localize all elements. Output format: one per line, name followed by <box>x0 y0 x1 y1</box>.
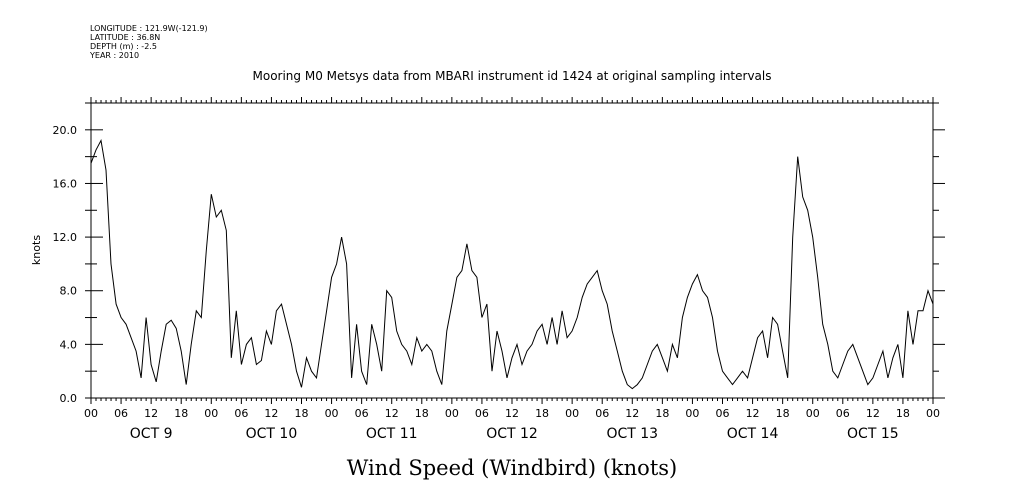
x-tick-label: 18 <box>174 407 188 420</box>
x-day-label: OCT 10 <box>246 426 298 442</box>
x-tick-label: 00 <box>685 407 699 420</box>
x-tick-label: 06 <box>355 407 369 420</box>
x-day-label: OCT 13 <box>606 426 658 442</box>
x-tick-label: 18 <box>776 407 790 420</box>
x-tick-label: 12 <box>264 407 278 420</box>
x-tick-label: 00 <box>806 407 820 420</box>
x-tick-label: 18 <box>655 407 669 420</box>
latitude-label: LATITUDE : 36.8N <box>90 33 160 42</box>
axes: 00 06 12 18 00 06 12 18 00 06 12 18 00 06 12 18 00 06 12 18… <box>53 97 945 442</box>
depth-label: DEPTH (m) : -2.5 <box>90 42 157 51</box>
y-axis-label: knots <box>30 235 43 265</box>
x-tick-label: 12 <box>866 407 880 420</box>
x-tick-label: 00 <box>445 407 459 420</box>
chart-title: Mooring M0 Metsys data from MBARI instru… <box>253 69 772 83</box>
x-tick-label: 00 <box>565 407 579 420</box>
x-tick-label: 12 <box>385 407 399 420</box>
plot-frame <box>90 102 934 399</box>
x-day-label: OCT 11 <box>366 426 418 442</box>
x-tick-label: 12 <box>505 407 519 420</box>
x-day-label: OCT 9 <box>130 426 173 442</box>
y-tick-label: 0.0 <box>60 392 78 405</box>
y-tick-label: 8.0 <box>60 285 78 298</box>
x-tick-label: 18 <box>896 407 910 420</box>
y-tick-label: 20.0 <box>53 124 78 137</box>
longitude-label: LONGITUDE : 121.9W(-121.9) <box>90 24 208 33</box>
x-tick-label: 18 <box>415 407 429 420</box>
x-tick-label: 06 <box>475 407 489 420</box>
x-tick-label: 06 <box>114 407 128 420</box>
x-tick-label: 12 <box>625 407 639 420</box>
y-tick-label: 12.0 <box>53 231 78 244</box>
year-label: YEAR : 2010 <box>89 51 139 60</box>
x-tick-label: 06 <box>716 407 730 420</box>
x-tick-label: 00 <box>84 407 98 420</box>
x-tick-label: 18 <box>535 407 549 420</box>
x-tick-label: 00 <box>325 407 339 420</box>
x-day-label: OCT 12 <box>486 426 538 442</box>
metadata-block: LONGITUDE : 121.9W(-121.9) LATITUDE : 36… <box>89 24 208 60</box>
x-tick-label: 06 <box>836 407 850 420</box>
wind-speed-line <box>90 138 934 390</box>
x-tick-label: 18 <box>295 407 309 420</box>
x-tick-label: 12 <box>746 407 760 420</box>
x-axis-title: Wind Speed (Windbird) (knots) <box>347 456 677 480</box>
x-tick-label: 06 <box>595 407 609 420</box>
y-tick-label: 4.0 <box>60 338 78 351</box>
x-tick-label: 12 <box>144 407 158 420</box>
x-day-label: OCT 14 <box>727 426 779 442</box>
y-tick-label: 16.0 <box>53 177 78 190</box>
x-tick-label: 00 <box>926 407 940 420</box>
x-day-label: OCT 15 <box>847 426 899 442</box>
x-tick-label: 06 <box>234 407 248 420</box>
x-tick-label: 00 <box>204 407 218 420</box>
